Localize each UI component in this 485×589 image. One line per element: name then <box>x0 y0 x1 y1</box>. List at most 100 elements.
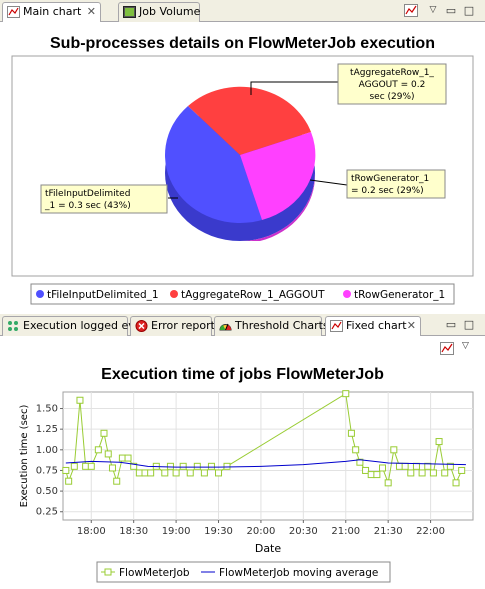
series-flowmeterjob-point <box>352 446 360 454</box>
tab-error-report[interactable]: Error report <box>130 316 215 336</box>
tab-threshold-charts[interactable]: Threshold Charts <box>214 316 329 336</box>
series-flowmeterjob-point <box>62 466 70 474</box>
maximize-icon[interactable]: □ <box>463 4 475 17</box>
pie-slice-tfileinputdelimited <box>165 106 262 223</box>
series-flowmeterjob-point <box>356 458 364 466</box>
line-chart: 18:00 18:30 19:00 19:30 20:00 20:30 21:00 21:30… <box>19 390 474 583</box>
series-flowmeterjob-point <box>367 471 375 479</box>
pie-label-box <box>40 184 168 214</box>
series-flowmeterjob-point <box>418 469 426 477</box>
pie-label-trowgenerator-line1: tRowGenerator_1 <box>351 174 429 184</box>
pie-slice-taggregaterow <box>188 86 311 155</box>
series-flowmeterjob-point <box>412 462 420 470</box>
series-flowmeterjob-point <box>401 462 409 470</box>
y-tick-label: 1.25 <box>36 424 58 435</box>
pie-label-taggregaterow-line1: tAggregateRow_1_ <box>350 68 434 78</box>
series-flowmeterjob-point <box>76 396 84 404</box>
minimize-icon[interactable]: ▭ <box>445 318 457 331</box>
x-tick-label: 21:00 <box>331 526 360 537</box>
series-flowmeterjob-point <box>384 479 392 487</box>
x-tick-label: 20:00 <box>247 526 276 537</box>
tab-main-chart-label: Main chart <box>23 5 82 18</box>
series-flowmeterjob-point <box>347 429 355 437</box>
series-flowmeterjob-point <box>390 446 398 454</box>
chart-options-icon[interactable] <box>440 342 454 355</box>
pie-label-box <box>337 63 447 105</box>
series-flowmeterjob-point <box>342 390 350 398</box>
chart-options-icon[interactable] <box>404 4 418 17</box>
series-flowmeterjob-point <box>379 464 387 472</box>
series-flowmeterjob-point <box>147 469 155 477</box>
view-menu-icon[interactable]: ▽ <box>462 341 469 351</box>
event-dots-icon <box>8 321 18 331</box>
series-moving-average-line <box>65 459 466 468</box>
y-tick-label: 0.75 <box>36 465 58 476</box>
chart-icon <box>7 6 20 18</box>
series-flowmeterjob-point <box>100 429 108 437</box>
series-flowmeterjob-point <box>223 462 231 470</box>
tab-fixed-chart[interactable]: Fixed chart ✕ <box>325 316 421 336</box>
series-flowmeterjob-point <box>118 454 126 462</box>
legend-item-trowgenerator: tRowGenerator_1 <box>354 289 445 301</box>
tab-job-volume[interactable]: Job Volume <box>118 2 200 22</box>
y-axis-label: Execution time (sec) <box>19 405 30 508</box>
legend-item-taggregaterow: tAggregateRow_1_AGGOUT <box>181 289 325 301</box>
series-flowmeterjob-point <box>373 471 381 479</box>
pie-leader-line <box>250 81 338 95</box>
series-flowmeterjob-point <box>141 469 149 477</box>
maximize-icon[interactable]: □ <box>463 318 475 331</box>
series-flowmeterjob-point <box>124 454 132 462</box>
main-chart-panel: Main chart ✕ Job Volume ▽ ▭ □ Sub-proces… <box>0 0 485 305</box>
pie-chart: tFileInputDelimited _1 = 0.3 sec (43%) t… <box>11 55 474 305</box>
x-tick-label: 19:00 <box>162 526 191 537</box>
tab-main-chart[interactable]: Main chart ✕ <box>2 2 101 22</box>
minimize-icon[interactable]: ▭ <box>445 4 457 17</box>
close-icon[interactable]: ✕ <box>86 5 96 18</box>
top-tab-bar: Main chart ✕ Job Volume ▽ ▭ □ <box>0 0 485 22</box>
x-tick-label: 21:30 <box>374 526 403 537</box>
series-flowmeterjob-point <box>94 446 102 454</box>
x-tick-label: 18:30 <box>119 526 148 537</box>
series-flowmeterjob-point <box>407 469 415 477</box>
gauge-icon <box>219 323 232 331</box>
legend-marker-trowgenerator <box>343 290 351 298</box>
legend-item-tfileinputdelimited: tFileInputDelimited_1 <box>47 289 159 301</box>
view-menu-icon[interactable]: ▽ <box>429 5 437 15</box>
series-flowmeterjob-point <box>113 477 121 485</box>
legend-item-moving-average: FlowMeterJob moving average <box>219 567 378 579</box>
pie-side-right <box>240 155 316 241</box>
series-flowmeterjob-point <box>104 450 112 458</box>
x-tick-label: 20:30 <box>289 526 318 537</box>
series-flowmeterjob-point <box>200 469 208 477</box>
series-flowmeterjob-point <box>82 462 90 470</box>
pie-label-trowgenerator-line2: = 0.2 sec (29%) <box>351 186 424 196</box>
series-flowmeterjob-point <box>108 464 116 472</box>
y-tick-label: 0.50 <box>36 486 58 497</box>
series-flowmeterjob-point <box>172 469 180 477</box>
pie-label-tfileinputdelimited-line2: _1 = 0.3 sec (43%) <box>44 201 131 211</box>
series-flowmeterjob-point <box>207 462 215 470</box>
series-flowmeterjob-point <box>395 462 403 470</box>
y-tick-label: 1.00 <box>36 445 58 456</box>
pie-label-box <box>346 169 446 199</box>
close-icon[interactable]: ✕ <box>406 319 416 332</box>
bottom-tab-bar: Execution logged ev Error report Thresho… <box>0 314 485 336</box>
tab-error-report-label: Error report <box>151 319 215 332</box>
tab-execution-logged[interactable]: Execution logged ev <box>2 316 135 336</box>
line-legend-frame <box>96 561 391 583</box>
series-flowmeterjob-point <box>130 462 138 470</box>
legend-marker-tfileinputdelimited <box>36 290 44 298</box>
y-tick-label: 0.25 <box>36 507 58 518</box>
series-flowmeterjob-point <box>193 462 201 470</box>
series-flowmeterjob-point <box>179 462 187 470</box>
chart-icon <box>330 320 343 332</box>
series-flowmeterjob-point <box>446 462 454 470</box>
tab-threshold-charts-label: Threshold Charts <box>235 319 329 332</box>
series-flowmeterjob-point <box>166 462 174 470</box>
line-chart-title: Execution time of jobs FlowMeterJob <box>101 366 384 383</box>
series-flowmeterjob-point <box>441 469 449 477</box>
y-tick-label: 1.50 <box>36 404 58 415</box>
series-flowmeterjob-point <box>452 479 460 487</box>
series-flowmeterjob-point <box>429 469 437 477</box>
legend-marker-taggregaterow <box>170 290 178 298</box>
